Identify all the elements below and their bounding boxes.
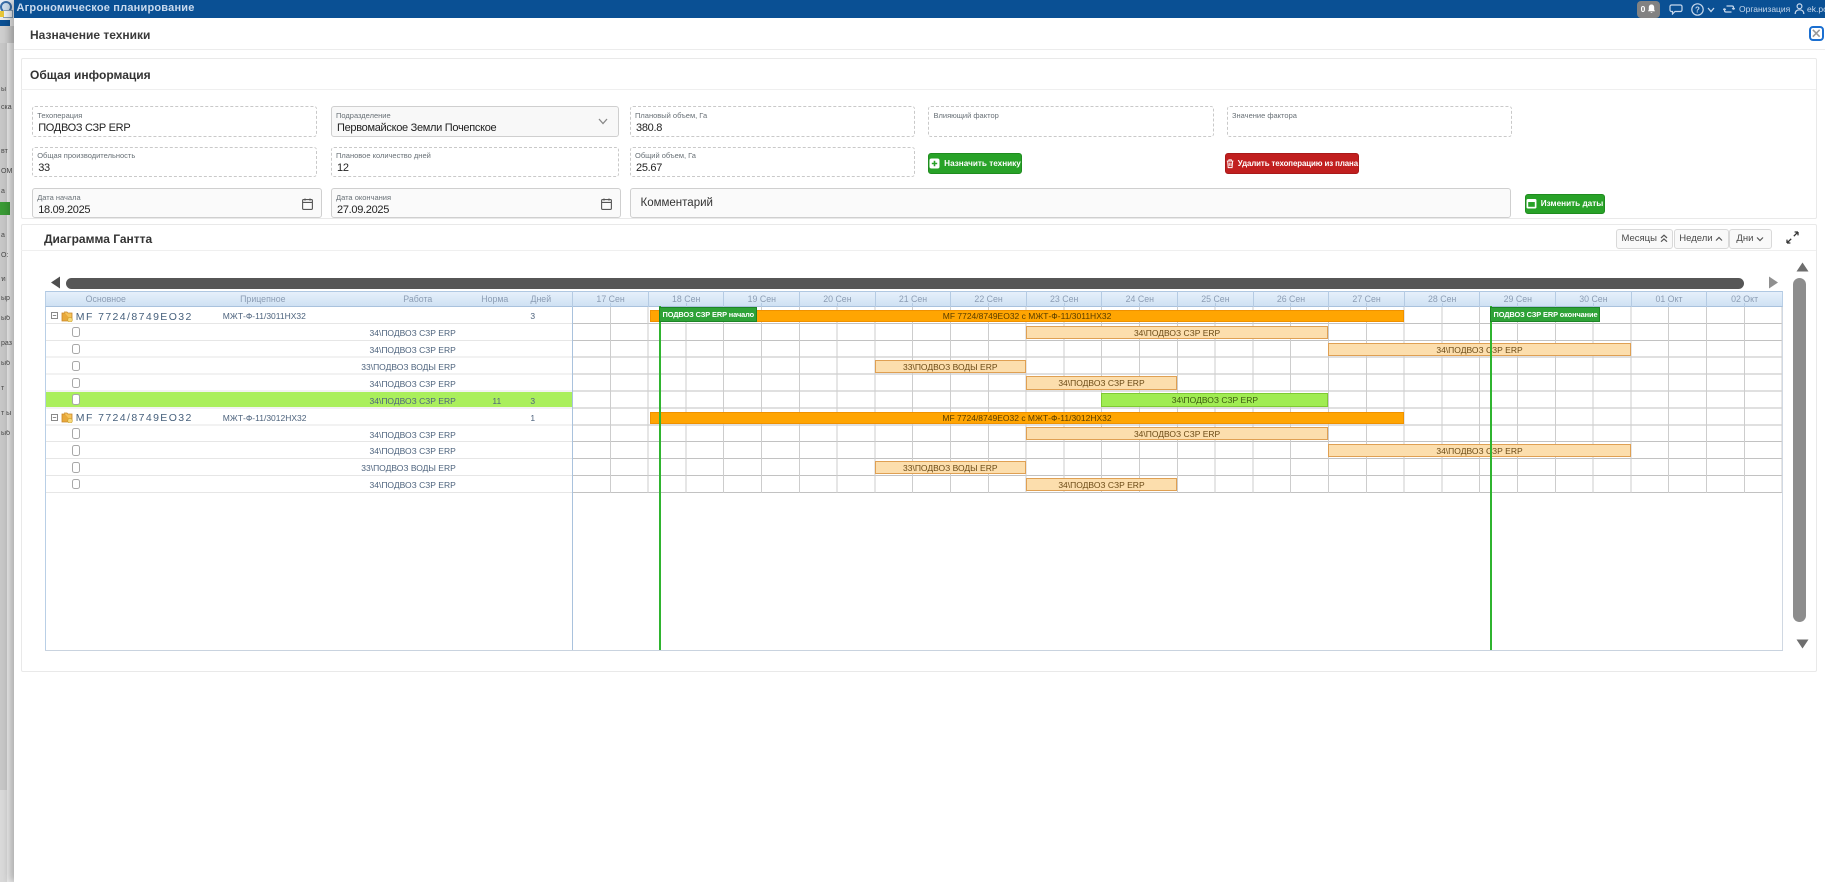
- svg-text:?: ?: [1695, 5, 1700, 14]
